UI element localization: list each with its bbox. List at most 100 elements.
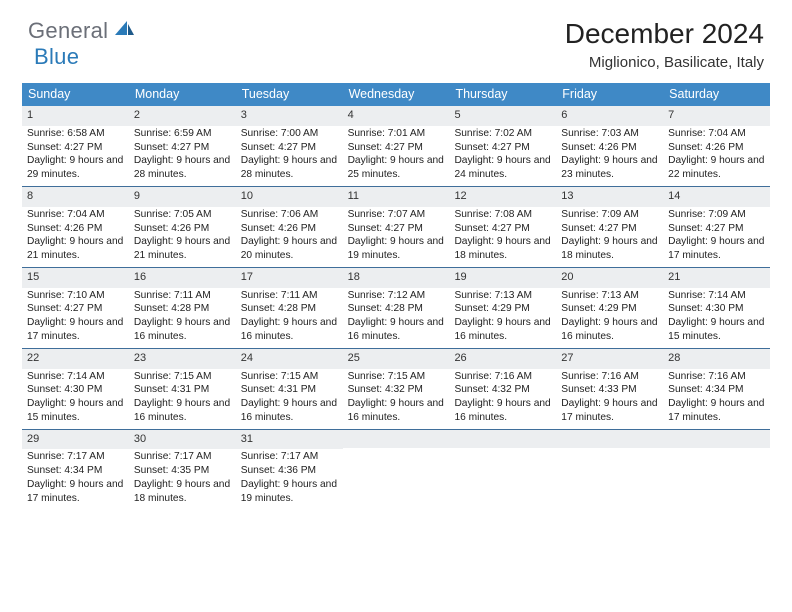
sunset-line: Sunset: 4:27 PM xyxy=(668,222,765,236)
sunrise-line: Sunrise: 7:00 AM xyxy=(241,127,338,141)
sunset-line: Sunset: 4:31 PM xyxy=(134,383,231,397)
sunrise-line: Sunrise: 7:09 AM xyxy=(561,208,658,222)
day-number: 23 xyxy=(129,349,236,369)
day-body: Sunrise: 7:09 AMSunset: 4:27 PMDaylight:… xyxy=(663,207,770,267)
sunset-line: Sunset: 4:27 PM xyxy=(454,222,551,236)
sunrise-line: Sunrise: 7:10 AM xyxy=(27,289,124,303)
sunrise-line: Sunrise: 7:17 AM xyxy=(134,450,231,464)
daylight-line: Daylight: 9 hours and 24 minutes. xyxy=(454,154,551,182)
day-number-empty xyxy=(663,430,770,448)
day-body: Sunrise: 7:10 AMSunset: 4:27 PMDaylight:… xyxy=(22,288,129,348)
daylight-line: Daylight: 9 hours and 16 minutes. xyxy=(454,397,551,425)
page-subtitle: Miglionico, Basilicate, Italy xyxy=(565,54,764,71)
weekday-header: Thursday xyxy=(449,83,556,106)
day-number: 1 xyxy=(22,106,129,126)
sunrise-line: Sunrise: 7:02 AM xyxy=(454,127,551,141)
sunset-line: Sunset: 4:32 PM xyxy=(454,383,551,397)
day-number: 8 xyxy=(22,187,129,207)
day-cell xyxy=(343,430,450,510)
day-body: Sunrise: 7:04 AMSunset: 4:26 PMDaylight:… xyxy=(22,207,129,267)
sunrise-line: Sunrise: 7:08 AM xyxy=(454,208,551,222)
day-cell: 17Sunrise: 7:11 AMSunset: 4:28 PMDayligh… xyxy=(236,268,343,348)
daylight-line: Daylight: 9 hours and 18 minutes. xyxy=(561,235,658,263)
day-cell: 2Sunrise: 6:59 AMSunset: 4:27 PMDaylight… xyxy=(129,106,236,186)
day-number-empty xyxy=(556,430,663,448)
sunset-line: Sunset: 4:27 PM xyxy=(134,141,231,155)
day-number: 29 xyxy=(22,430,129,450)
daylight-line: Daylight: 9 hours and 22 minutes. xyxy=(668,154,765,182)
day-cell: 27Sunrise: 7:16 AMSunset: 4:33 PMDayligh… xyxy=(556,349,663,429)
day-body: Sunrise: 7:11 AMSunset: 4:28 PMDaylight:… xyxy=(129,288,236,348)
daylight-line: Daylight: 9 hours and 15 minutes. xyxy=(27,397,124,425)
sunrise-line: Sunrise: 7:06 AM xyxy=(241,208,338,222)
day-body: Sunrise: 7:15 AMSunset: 4:31 PMDaylight:… xyxy=(236,369,343,429)
sunrise-line: Sunrise: 7:15 AM xyxy=(241,370,338,384)
sunset-line: Sunset: 4:36 PM xyxy=(241,464,338,478)
day-number: 27 xyxy=(556,349,663,369)
sunset-line: Sunset: 4:29 PM xyxy=(561,302,658,316)
day-body: Sunrise: 7:17 AMSunset: 4:35 PMDaylight:… xyxy=(129,449,236,509)
day-cell: 15Sunrise: 7:10 AMSunset: 4:27 PMDayligh… xyxy=(22,268,129,348)
daylight-line: Daylight: 9 hours and 16 minutes. xyxy=(348,316,445,344)
weekday-header: Friday xyxy=(556,83,663,106)
sunrise-line: Sunrise: 7:04 AM xyxy=(27,208,124,222)
day-cell: 5Sunrise: 7:02 AMSunset: 4:27 PMDaylight… xyxy=(449,106,556,186)
sunrise-line: Sunrise: 7:11 AM xyxy=(241,289,338,303)
day-body: Sunrise: 7:14 AMSunset: 4:30 PMDaylight:… xyxy=(22,369,129,429)
day-number: 11 xyxy=(343,187,450,207)
sunset-line: Sunset: 4:26 PM xyxy=(668,141,765,155)
sunrise-line: Sunrise: 7:16 AM xyxy=(561,370,658,384)
daylight-line: Daylight: 9 hours and 21 minutes. xyxy=(134,235,231,263)
day-number: 2 xyxy=(129,106,236,126)
day-number: 24 xyxy=(236,349,343,369)
daylight-line: Daylight: 9 hours and 28 minutes. xyxy=(134,154,231,182)
day-cell: 6Sunrise: 7:03 AMSunset: 4:26 PMDaylight… xyxy=(556,106,663,186)
title-block: December 2024 Miglionico, Basilicate, It… xyxy=(565,18,764,71)
brand-logo: General xyxy=(28,18,137,44)
sunset-line: Sunset: 4:27 PM xyxy=(348,222,445,236)
day-number: 16 xyxy=(129,268,236,288)
day-cell: 25Sunrise: 7:15 AMSunset: 4:32 PMDayligh… xyxy=(343,349,450,429)
day-body: Sunrise: 7:01 AMSunset: 4:27 PMDaylight:… xyxy=(343,126,450,186)
brand-text-2-wrap: Blue xyxy=(34,44,79,70)
day-body: Sunrise: 7:16 AMSunset: 4:32 PMDaylight:… xyxy=(449,369,556,429)
day-body: Sunrise: 7:06 AMSunset: 4:26 PMDaylight:… xyxy=(236,207,343,267)
sunrise-line: Sunrise: 7:16 AM xyxy=(668,370,765,384)
day-cell: 18Sunrise: 7:12 AMSunset: 4:28 PMDayligh… xyxy=(343,268,450,348)
sunset-line: Sunset: 4:28 PM xyxy=(134,302,231,316)
day-body: Sunrise: 7:13 AMSunset: 4:29 PMDaylight:… xyxy=(556,288,663,348)
day-number: 30 xyxy=(129,430,236,450)
day-cell: 20Sunrise: 7:13 AMSunset: 4:29 PMDayligh… xyxy=(556,268,663,348)
sunset-line: Sunset: 4:26 PM xyxy=(134,222,231,236)
day-body: Sunrise: 7:02 AMSunset: 4:27 PMDaylight:… xyxy=(449,126,556,186)
day-cell xyxy=(663,430,770,510)
daylight-line: Daylight: 9 hours and 17 minutes. xyxy=(27,316,124,344)
sunrise-line: Sunrise: 7:13 AM xyxy=(454,289,551,303)
sunrise-line: Sunrise: 7:15 AM xyxy=(348,370,445,384)
sunset-line: Sunset: 4:26 PM xyxy=(241,222,338,236)
sunset-line: Sunset: 4:31 PM xyxy=(241,383,338,397)
day-body: Sunrise: 7:16 AMSunset: 4:34 PMDaylight:… xyxy=(663,369,770,429)
week-row: 29Sunrise: 7:17 AMSunset: 4:34 PMDayligh… xyxy=(22,430,770,510)
week-row: 1Sunrise: 6:58 AMSunset: 4:27 PMDaylight… xyxy=(22,106,770,187)
day-body: Sunrise: 7:09 AMSunset: 4:27 PMDaylight:… xyxy=(556,207,663,267)
sunrise-line: Sunrise: 7:15 AM xyxy=(134,370,231,384)
sunrise-line: Sunrise: 7:17 AM xyxy=(27,450,124,464)
day-number: 17 xyxy=(236,268,343,288)
day-body: Sunrise: 7:15 AMSunset: 4:32 PMDaylight:… xyxy=(343,369,450,429)
sunset-line: Sunset: 4:32 PM xyxy=(348,383,445,397)
day-cell: 3Sunrise: 7:00 AMSunset: 4:27 PMDaylight… xyxy=(236,106,343,186)
daylight-line: Daylight: 9 hours and 19 minutes. xyxy=(241,478,338,506)
day-number: 25 xyxy=(343,349,450,369)
week-row: 15Sunrise: 7:10 AMSunset: 4:27 PMDayligh… xyxy=(22,268,770,349)
day-body: Sunrise: 7:04 AMSunset: 4:26 PMDaylight:… xyxy=(663,126,770,186)
day-body: Sunrise: 7:05 AMSunset: 4:26 PMDaylight:… xyxy=(129,207,236,267)
day-cell: 23Sunrise: 7:15 AMSunset: 4:31 PMDayligh… xyxy=(129,349,236,429)
day-cell: 4Sunrise: 7:01 AMSunset: 4:27 PMDaylight… xyxy=(343,106,450,186)
daylight-line: Daylight: 9 hours and 25 minutes. xyxy=(348,154,445,182)
sunrise-line: Sunrise: 7:07 AM xyxy=(348,208,445,222)
page-title: December 2024 xyxy=(565,18,764,50)
week-row: 8Sunrise: 7:04 AMSunset: 4:26 PMDaylight… xyxy=(22,187,770,268)
daylight-line: Daylight: 9 hours and 17 minutes. xyxy=(561,397,658,425)
weekday-header: Sunday xyxy=(22,83,129,106)
